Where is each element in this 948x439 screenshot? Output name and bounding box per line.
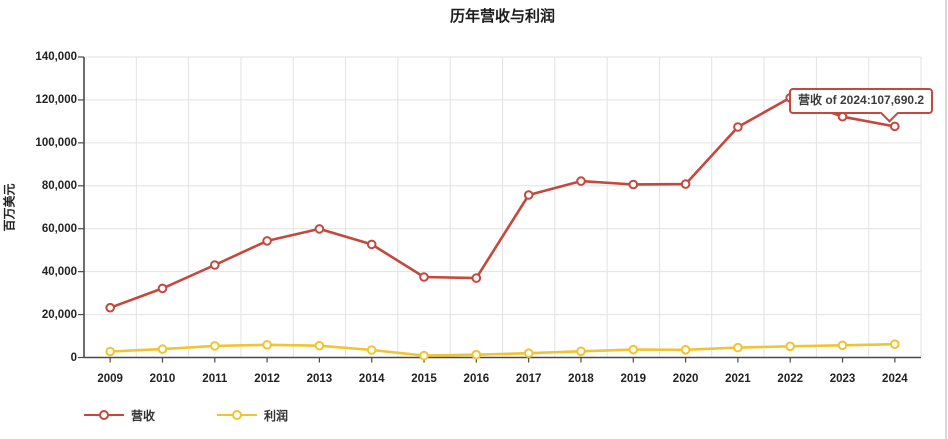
data-point-profit-2020[interactable] (680, 345, 691, 355)
data-point-profit-2014[interactable] (366, 345, 377, 355)
x-tick-label-2017: 2017 (515, 373, 542, 385)
data-point-profit-2024[interactable] (890, 339, 900, 350)
data-point-revenue-2016[interactable] (471, 273, 482, 283)
data-point-profit-2009[interactable] (105, 346, 115, 357)
data-point-revenue-2017[interactable] (523, 190, 534, 200)
data-point-revenue-2013[interactable] (314, 224, 325, 234)
x-tick-label-2022: 2022 (777, 373, 804, 385)
y-tick-label: 80,000 (41, 179, 77, 192)
y-tick-label: 140,000 (35, 51, 77, 63)
x-tick-label-2021: 2021 (725, 373, 751, 385)
x-tick-label-2010: 2010 (149, 373, 176, 385)
y-tick-label: 60,000 (41, 222, 77, 235)
x-tick-label-2019: 2019 (620, 373, 647, 385)
x-tick-label-2013: 2013 (306, 373, 333, 385)
x-tick-label-2020: 2020 (672, 373, 699, 385)
data-point-revenue-2019[interactable] (628, 179, 639, 190)
data-point-profit-2015[interactable] (419, 350, 429, 361)
data-point-profit-2013[interactable] (314, 340, 325, 351)
data-point-profit-2021[interactable] (733, 342, 743, 353)
x-tick-label-2012: 2012 (254, 373, 280, 385)
data-point-profit-2022[interactable] (785, 341, 796, 352)
y-tick-label: 100,000 (35, 136, 77, 149)
tooltip-text: 营收 of 2024:107,690.2 (798, 93, 925, 107)
legend-line-marker-icon (84, 410, 124, 421)
data-point-profit-2010[interactable] (157, 344, 168, 354)
data-point-revenue-2024[interactable] (890, 121, 900, 132)
data-point-revenue-2018[interactable] (576, 176, 586, 186)
x-tick-label-2014: 2014 (358, 373, 385, 385)
x-tick-label-2011: 2011 (202, 373, 228, 385)
legend-item-profit[interactable]: 利润 (217, 406, 288, 424)
x-tick-label-2018: 2018 (568, 373, 594, 385)
y-tick-label: 40,000 (41, 265, 77, 278)
data-point-revenue-2010[interactable] (157, 283, 168, 294)
legend-line-marker-icon (217, 410, 257, 421)
x-tick-label-2024: 2024 (882, 373, 908, 385)
y-tick-label: 120,000 (35, 93, 77, 106)
x-tick-label-2015: 2015 (411, 373, 437, 385)
data-point-revenue-2015[interactable] (419, 272, 429, 282)
data-point-profit-2012[interactable] (262, 340, 272, 350)
chart-tooltip: 营收 of 2024:107,690.2 (789, 88, 934, 123)
data-point-profit-2023[interactable] (837, 340, 848, 351)
legend-item-revenue[interactable]: 营收 (84, 406, 155, 424)
data-point-revenue-2012[interactable] (262, 236, 272, 246)
data-point-revenue-2020[interactable] (680, 179, 691, 189)
x-tick-label-2023: 2023 (829, 373, 856, 385)
window-right-border (945, 0, 947, 439)
data-point-profit-2017[interactable] (523, 348, 534, 359)
legend-label: 营收 (131, 408, 156, 423)
data-point-profit-2016[interactable] (471, 349, 482, 360)
series-line-profit (108, 342, 897, 357)
y-tick-label: 0 (70, 351, 77, 364)
chart-title: 历年营收与利润 (449, 8, 555, 25)
x-tick-label-2016: 2016 (463, 373, 490, 385)
data-point-revenue-2023[interactable] (837, 111, 848, 122)
data-point-profit-2018[interactable] (576, 346, 586, 357)
series-line-revenue (108, 96, 897, 310)
legend-label: 利润 (264, 408, 289, 423)
y-tick-label: 20,000 (41, 308, 77, 321)
data-point-revenue-2021[interactable] (733, 122, 743, 132)
x-tick-label-2009: 2009 (97, 373, 123, 385)
data-point-revenue-2014[interactable] (366, 239, 377, 250)
data-point-profit-2019[interactable] (628, 344, 639, 355)
data-point-profit-2011[interactable] (210, 341, 220, 351)
data-point-revenue-2009[interactable] (105, 302, 115, 313)
data-point-revenue-2011[interactable] (210, 260, 220, 270)
